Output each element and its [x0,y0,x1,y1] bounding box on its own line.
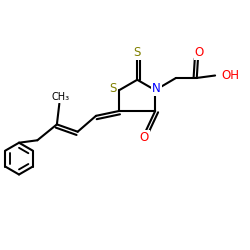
Text: CH₃: CH₃ [52,92,70,102]
Text: OH: OH [221,69,239,82]
Text: S: S [109,82,116,96]
Text: S: S [134,46,141,60]
Text: O: O [194,46,204,59]
Text: N: N [152,82,161,96]
Text: O: O [140,131,149,144]
